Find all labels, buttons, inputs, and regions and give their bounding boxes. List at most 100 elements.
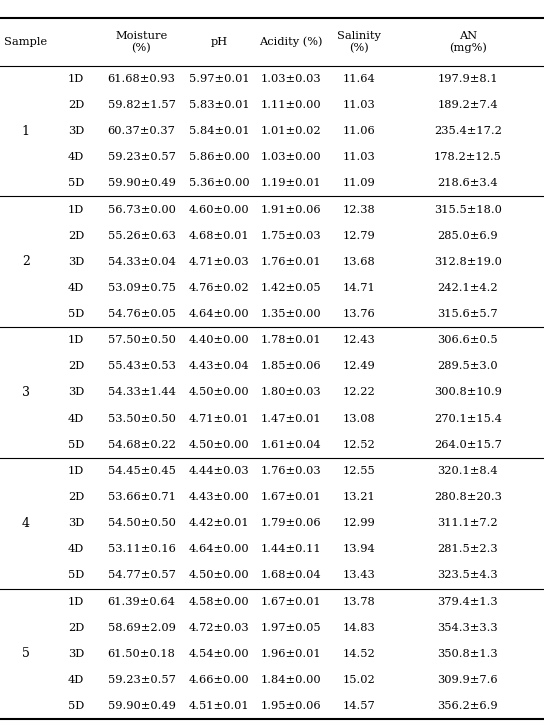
- Text: 1.03±0.03: 1.03±0.03: [261, 74, 322, 84]
- Text: 1.67±0.01: 1.67±0.01: [261, 597, 322, 607]
- Text: 13.78: 13.78: [343, 597, 375, 607]
- Text: 289.5±3.0: 289.5±3.0: [437, 361, 498, 371]
- Text: 178.2±12.5: 178.2±12.5: [434, 152, 502, 162]
- Text: 1.03±0.00: 1.03±0.00: [261, 152, 322, 162]
- Text: 13.76: 13.76: [343, 309, 375, 319]
- Text: 218.6±3.4: 218.6±3.4: [437, 178, 498, 188]
- Text: 2D: 2D: [68, 623, 84, 633]
- Text: 1.84±0.00: 1.84±0.00: [261, 675, 322, 685]
- Text: 312.8±19.0: 312.8±19.0: [434, 257, 502, 267]
- Text: 1.76±0.01: 1.76±0.01: [261, 257, 322, 267]
- Text: 53.66±0.71: 53.66±0.71: [108, 492, 175, 502]
- Text: 350.8±1.3: 350.8±1.3: [437, 649, 498, 659]
- Text: 354.3±3.3: 354.3±3.3: [437, 623, 498, 633]
- Text: 54.33±1.44: 54.33±1.44: [108, 387, 175, 397]
- Text: 2D: 2D: [68, 231, 84, 241]
- Text: 1.96±0.01: 1.96±0.01: [261, 649, 322, 659]
- Text: 14.83: 14.83: [343, 623, 375, 633]
- Text: 12.43: 12.43: [343, 335, 375, 345]
- Text: 356.2±6.9: 356.2±6.9: [437, 701, 498, 711]
- Text: Moisture
(%): Moisture (%): [115, 31, 168, 53]
- Text: 4.50±0.00: 4.50±0.00: [189, 440, 249, 450]
- Text: 54.50±0.50: 54.50±0.50: [108, 518, 175, 529]
- Text: 4.66±0.00: 4.66±0.00: [189, 675, 249, 685]
- Text: 54.77±0.57: 54.77±0.57: [108, 571, 175, 581]
- Text: 5D: 5D: [68, 701, 84, 711]
- Text: 1.44±0.11: 1.44±0.11: [261, 544, 322, 555]
- Text: 57.50±0.50: 57.50±0.50: [108, 335, 175, 345]
- Text: 189.2±7.4: 189.2±7.4: [437, 100, 498, 110]
- Text: 1.91±0.06: 1.91±0.06: [261, 204, 322, 215]
- Text: 4.54±0.00: 4.54±0.00: [189, 649, 249, 659]
- Text: 61.39±0.64: 61.39±0.64: [108, 597, 175, 607]
- Text: 5D: 5D: [68, 440, 84, 450]
- Text: 59.23±0.57: 59.23±0.57: [108, 152, 175, 162]
- Text: 281.5±2.3: 281.5±2.3: [437, 544, 498, 555]
- Text: 53.11±0.16: 53.11±0.16: [108, 544, 175, 555]
- Text: 3D: 3D: [68, 518, 84, 529]
- Text: 1.68±0.04: 1.68±0.04: [261, 571, 322, 581]
- Text: 12.49: 12.49: [343, 361, 375, 371]
- Text: 4.51±0.01: 4.51±0.01: [189, 701, 249, 711]
- Text: 4.43±0.04: 4.43±0.04: [189, 361, 249, 371]
- Text: 1.47±0.01: 1.47±0.01: [261, 414, 322, 423]
- Text: 323.5±4.3: 323.5±4.3: [437, 571, 498, 581]
- Text: 59.82±1.57: 59.82±1.57: [108, 100, 175, 110]
- Text: 4.68±0.01: 4.68±0.01: [189, 231, 249, 241]
- Text: Acidity (%): Acidity (%): [259, 37, 323, 47]
- Text: 54.76±0.05: 54.76±0.05: [108, 309, 175, 319]
- Text: 12.79: 12.79: [343, 231, 375, 241]
- Text: 5D: 5D: [68, 309, 84, 319]
- Text: 197.9±8.1: 197.9±8.1: [437, 74, 498, 84]
- Text: 1.80±0.03: 1.80±0.03: [261, 387, 322, 397]
- Text: 3: 3: [22, 386, 30, 399]
- Text: 2D: 2D: [68, 492, 84, 502]
- Text: 5D: 5D: [68, 571, 84, 581]
- Text: 1.79±0.06: 1.79±0.06: [261, 518, 322, 529]
- Text: 5.97±0.01: 5.97±0.01: [189, 74, 249, 84]
- Text: 12.22: 12.22: [343, 387, 375, 397]
- Text: 270.1±15.4: 270.1±15.4: [434, 414, 502, 423]
- Text: 1.61±0.04: 1.61±0.04: [261, 440, 322, 450]
- Text: 1.78±0.01: 1.78±0.01: [261, 335, 322, 345]
- Text: 4.40±0.00: 4.40±0.00: [189, 335, 249, 345]
- Text: 315.5±18.0: 315.5±18.0: [434, 204, 502, 215]
- Text: 12.38: 12.38: [343, 204, 375, 215]
- Text: 4D: 4D: [68, 283, 84, 293]
- Text: 11.06: 11.06: [343, 126, 375, 136]
- Text: 14.52: 14.52: [343, 649, 375, 659]
- Text: 12.99: 12.99: [343, 518, 375, 529]
- Text: 1: 1: [22, 125, 30, 138]
- Text: 311.1±7.2: 311.1±7.2: [437, 518, 498, 529]
- Text: 1.19±0.01: 1.19±0.01: [261, 178, 322, 188]
- Text: 280.8±20.3: 280.8±20.3: [434, 492, 502, 502]
- Text: 1D: 1D: [68, 466, 84, 476]
- Text: 1D: 1D: [68, 597, 84, 607]
- Text: 13.08: 13.08: [343, 414, 375, 423]
- Text: 2D: 2D: [68, 100, 84, 110]
- Text: 58.69±2.09: 58.69±2.09: [108, 623, 175, 633]
- Text: 1D: 1D: [68, 74, 84, 84]
- Text: 3D: 3D: [68, 387, 84, 397]
- Text: 4.60±0.00: 4.60±0.00: [189, 204, 249, 215]
- Text: 14.57: 14.57: [343, 701, 375, 711]
- Text: 4D: 4D: [68, 152, 84, 162]
- Text: 54.33±0.04: 54.33±0.04: [108, 257, 175, 267]
- Text: 55.43±0.53: 55.43±0.53: [108, 361, 175, 371]
- Text: 4D: 4D: [68, 675, 84, 685]
- Text: 5: 5: [22, 647, 30, 660]
- Text: 59.90±0.49: 59.90±0.49: [108, 701, 175, 711]
- Text: 4.76±0.02: 4.76±0.02: [189, 283, 249, 293]
- Text: Sample: Sample: [4, 37, 47, 47]
- Text: 3D: 3D: [68, 649, 84, 659]
- Text: 54.45±0.45: 54.45±0.45: [108, 466, 175, 476]
- Text: 235.4±17.2: 235.4±17.2: [434, 126, 502, 136]
- Text: 4.50±0.00: 4.50±0.00: [189, 571, 249, 581]
- Text: 4.44±0.03: 4.44±0.03: [189, 466, 249, 476]
- Text: 5D: 5D: [68, 178, 84, 188]
- Text: 4D: 4D: [68, 414, 84, 423]
- Text: 55.26±0.63: 55.26±0.63: [108, 231, 175, 241]
- Text: 5.86±0.00: 5.86±0.00: [189, 152, 249, 162]
- Text: 1.01±0.02: 1.01±0.02: [261, 126, 322, 136]
- Text: 4.58±0.00: 4.58±0.00: [189, 597, 249, 607]
